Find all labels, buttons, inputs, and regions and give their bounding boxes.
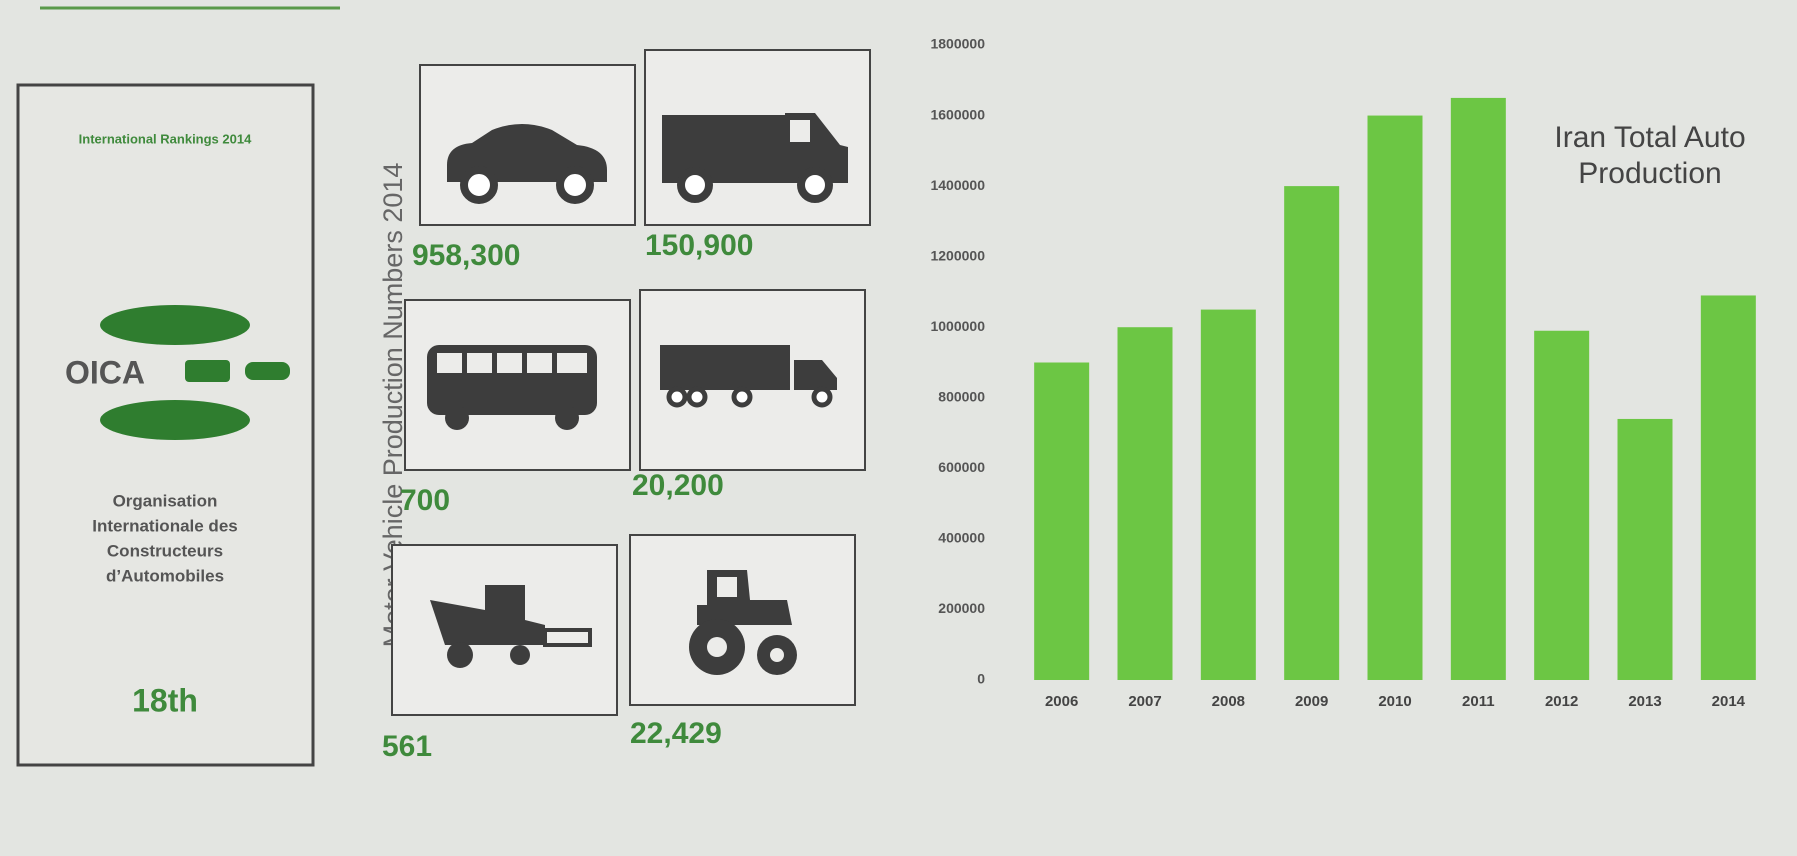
vehicle-value: 22,429	[630, 717, 722, 750]
bar	[1450, 97, 1506, 680]
truck-icon	[660, 345, 837, 408]
bar	[1200, 309, 1256, 680]
x-tick-label: 2014	[1712, 693, 1746, 710]
y-tick-label: 600000	[938, 459, 985, 475]
org-name: Constructeurs	[107, 541, 223, 560]
harvester-icon	[430, 585, 592, 668]
chart-title: Iran Total Auto Production	[1554, 121, 1746, 190]
bar	[1117, 327, 1173, 680]
y-tick-label: 200000	[938, 600, 985, 616]
vehicle-value: 20,200	[632, 469, 724, 502]
org-name: d’Automobiles	[106, 566, 224, 585]
x-tick-label: 2008	[1212, 693, 1245, 710]
panel-heading: International Rankings 2014	[79, 131, 252, 146]
bar	[1034, 362, 1090, 680]
y-tick-label: 800000	[938, 388, 985, 404]
vehicle-value: 958,300	[412, 239, 520, 272]
x-tick-label: 2013	[1628, 693, 1661, 710]
tractor-icon	[689, 570, 797, 675]
van-icon	[662, 113, 848, 203]
y-tick-label: 1800000	[930, 36, 985, 52]
x-tick-label: 2009	[1295, 693, 1328, 710]
vehicle-value: 561	[382, 730, 432, 763]
x-tick-label: 2006	[1045, 693, 1078, 710]
x-tick-label: 2011	[1462, 693, 1495, 710]
y-tick-label: 0	[977, 671, 985, 687]
bar	[1700, 295, 1756, 680]
logo-shape	[100, 305, 250, 345]
org-name: Internationale des	[92, 516, 237, 535]
car-icon	[447, 124, 607, 204]
logo-icon	[185, 360, 230, 382]
y-tick-label: 1000000	[930, 318, 985, 334]
y-tick-label: 1600000	[930, 106, 985, 122]
vehicle-value: 700	[400, 484, 450, 517]
bar	[1534, 330, 1590, 680]
logo-shape	[100, 400, 250, 440]
bus-icon	[427, 345, 597, 430]
bar	[1617, 418, 1673, 680]
rank: 18th	[132, 682, 198, 718]
bar	[1367, 115, 1423, 681]
y-tick-label: 1400000	[930, 177, 985, 193]
x-tick-label: 2007	[1128, 693, 1161, 710]
x-tick-label: 2010	[1378, 693, 1411, 710]
bar	[1284, 186, 1340, 680]
org-name: Organisation	[113, 491, 218, 510]
logo-text: OICA	[65, 354, 145, 390]
logo-icon	[245, 362, 290, 380]
y-tick-label: 1200000	[930, 247, 985, 263]
x-tick-label: 2012	[1545, 693, 1578, 710]
y-tick-label: 400000	[938, 530, 985, 546]
vehicle-value: 150,900	[645, 229, 753, 262]
